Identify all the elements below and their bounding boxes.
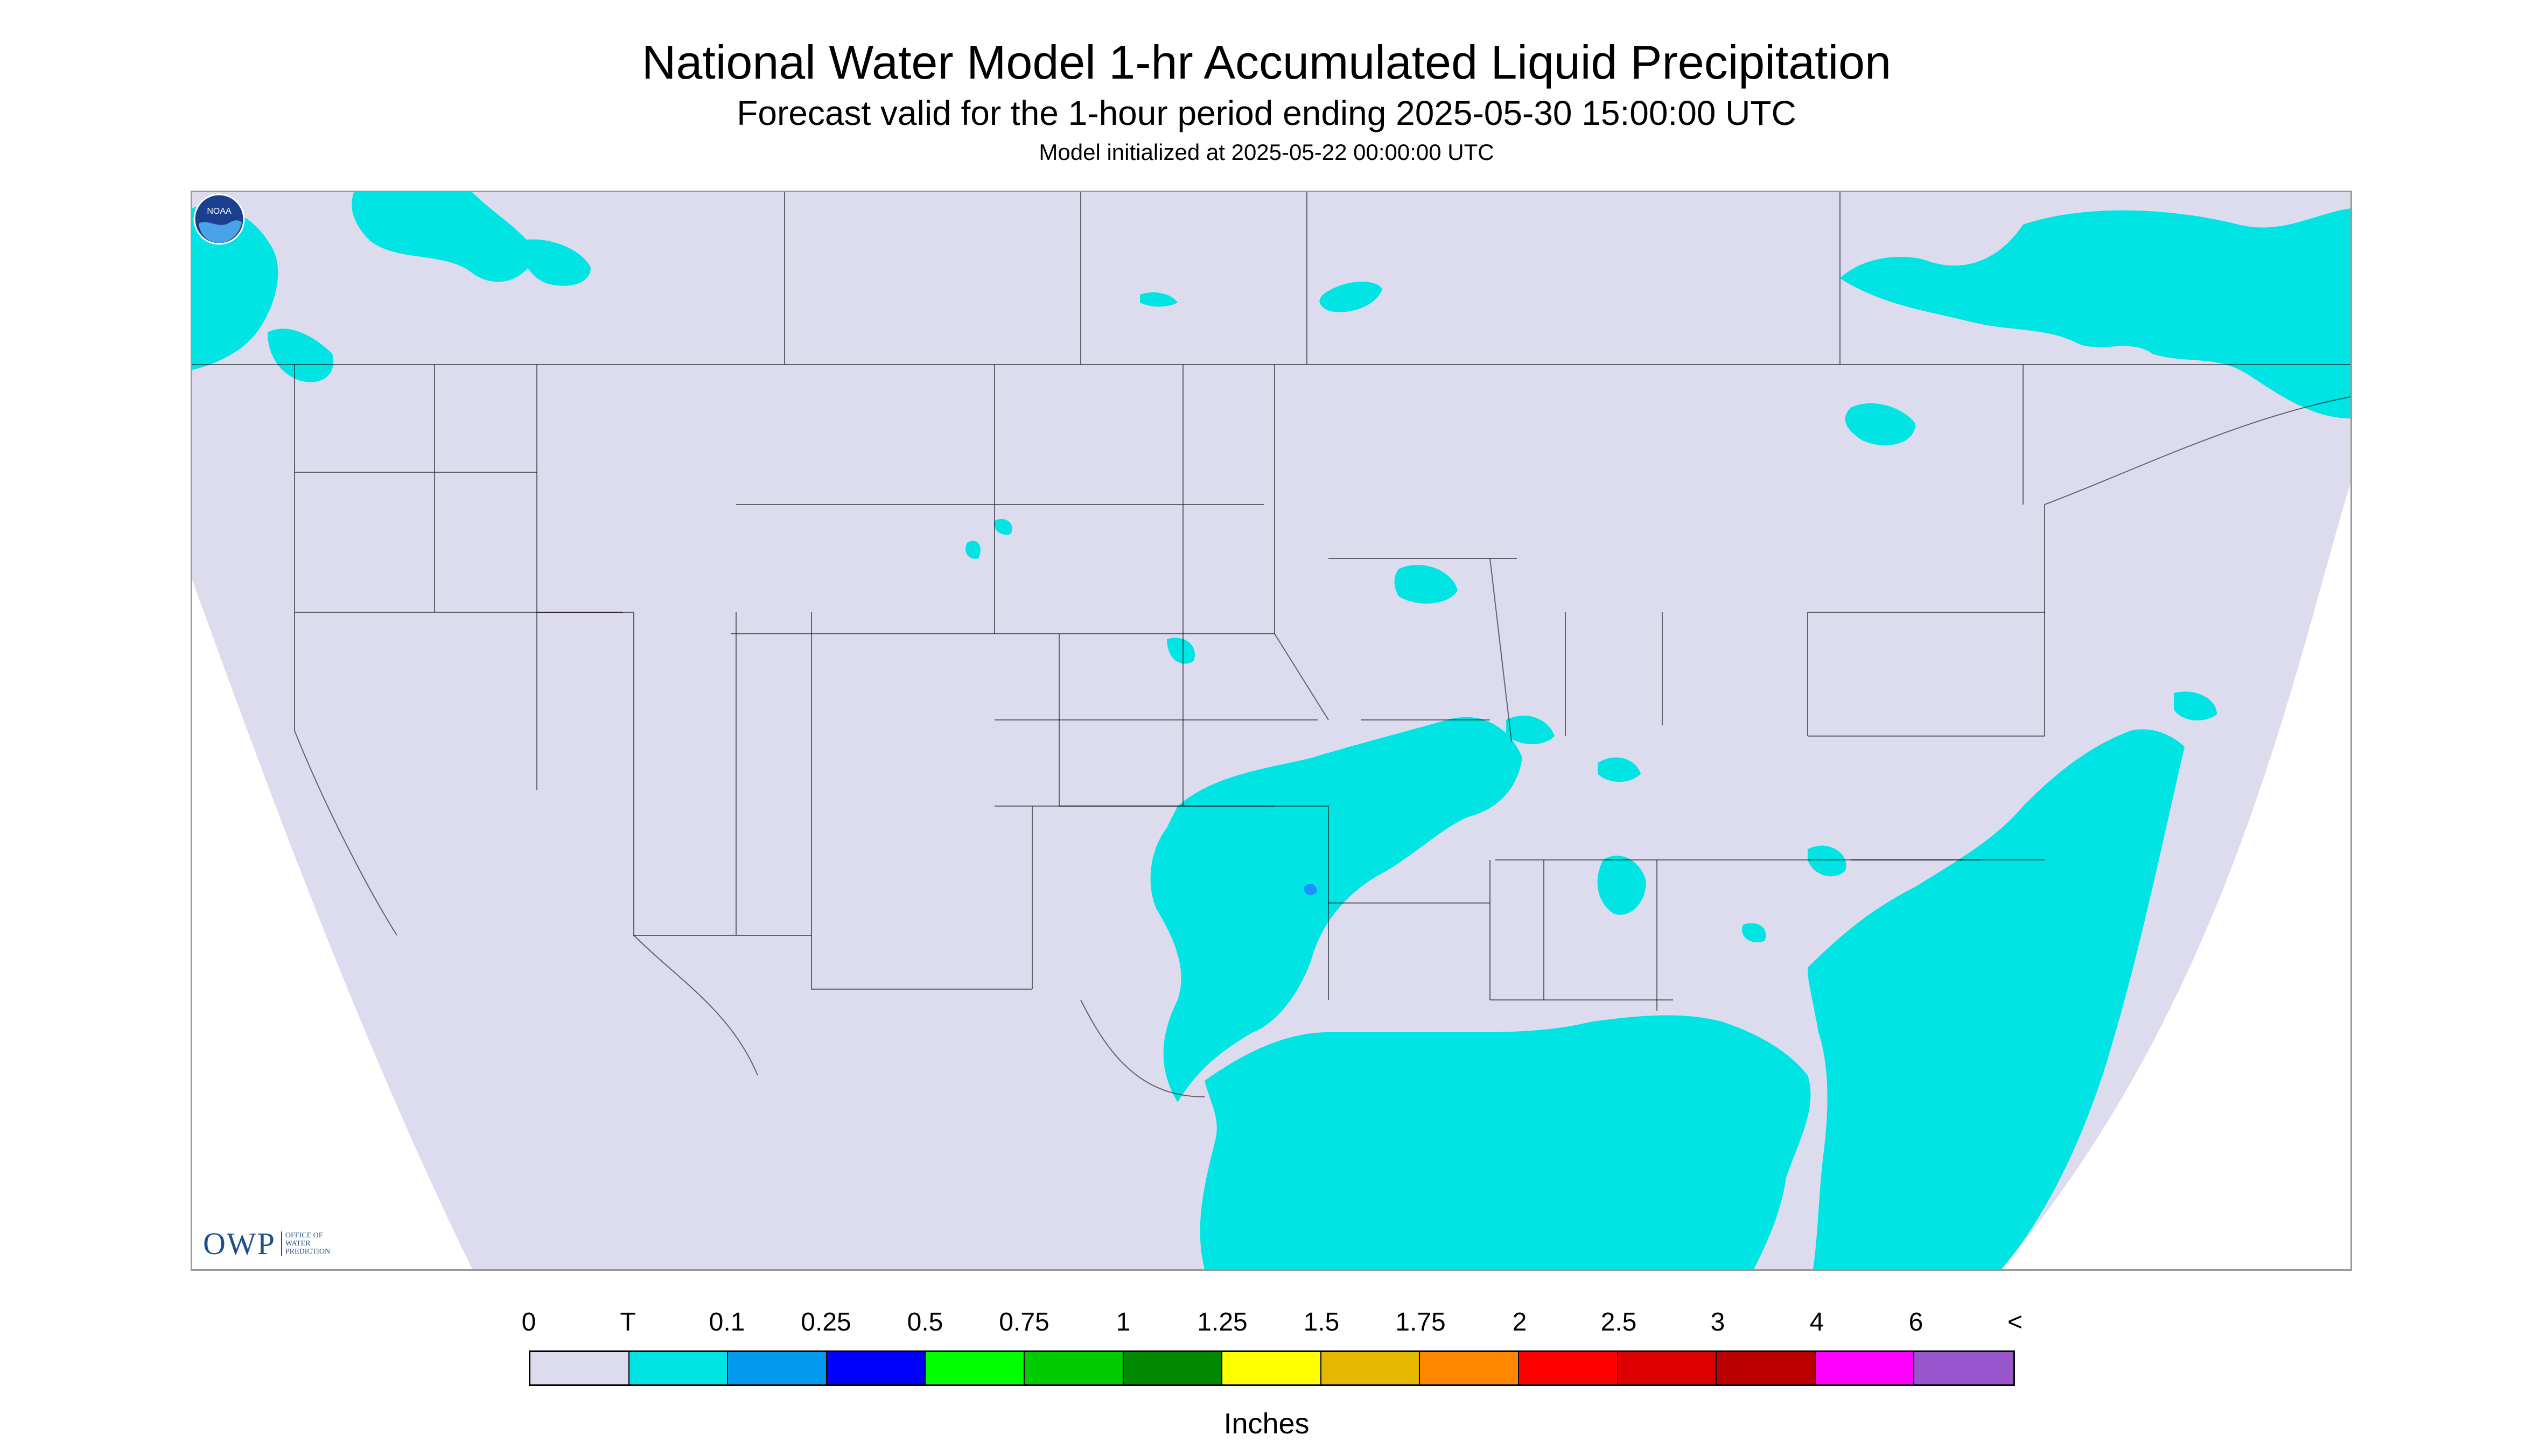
legend-units: Inches <box>1223 1408 1310 1440</box>
legend-tick-label: 0 <box>521 1308 536 1336</box>
precip-area-wyoming <box>965 541 981 559</box>
legend-swatch <box>1123 1352 1223 1384</box>
precip-area-atlantic-ne <box>2174 691 2217 720</box>
owp-logo: OWP OFFICE OF WATER PREDICTION <box>203 1226 350 1262</box>
legend-swatch <box>629 1352 729 1384</box>
legend-swatch <box>1222 1352 1321 1384</box>
precip-legend: 0 T 0.1 0.25 0.5 0.75 1 1.25 1.5 1.75 2 2.5 3 4 6 < <box>522 1307 2023 1415</box>
legend-swatch <box>1815 1352 1915 1384</box>
legend-swatch <box>827 1352 926 1384</box>
precip-area-carolinas <box>1808 845 1846 877</box>
precip-area-nebraska <box>1167 638 1195 664</box>
precip-area-manitoba <box>1319 282 1382 312</box>
legend-swatch <box>1914 1352 2013 1384</box>
legend-tick-label: 0.1 <box>709 1308 745 1336</box>
precipitation-areas <box>192 192 2350 1269</box>
precip-area-bc <box>352 192 537 282</box>
precip-area-kentucky <box>1598 757 1641 782</box>
legend-swatch <box>1717 1352 1816 1384</box>
map-title: National Water Model 1-hr Accumulated Li… <box>641 36 1892 89</box>
legend-swatch <box>1024 1352 1124 1384</box>
legend-tick-label: 1 <box>1116 1308 1131 1336</box>
precip-area-bc-coast <box>268 328 333 382</box>
legend-tick-label: 0.75 <box>999 1308 1049 1336</box>
legend-swatch <box>1618 1352 1717 1384</box>
precip-area-atlantic <box>1808 729 2185 1269</box>
legend-tick-label: 4 <box>1809 1308 1824 1336</box>
legend-tick-label: 1.5 <box>1303 1308 1340 1336</box>
legend-tick-label: 1.75 <box>1395 1308 1446 1336</box>
precipitation-map: OWP OFFICE OF WATER PREDICTION NOAA <box>191 191 2352 1271</box>
precip-area-wisconsin <box>1394 565 1458 604</box>
legend-swatch <box>530 1352 629 1384</box>
precip-area-atlantic-mid <box>2034 789 2082 814</box>
precip-area-ontario <box>1845 403 1915 445</box>
legend-tick-label: 2 <box>1512 1308 1527 1336</box>
precip-area-ontario2 <box>2104 266 2168 297</box>
forecast-valid-subtitle: Forecast valid for the 1-hour period end… <box>737 94 1796 132</box>
legend-swatch <box>926 1352 1025 1384</box>
owp-logo-subtext: OFFICE OF WATER PREDICTION <box>281 1231 350 1256</box>
precip-area-alabama <box>1597 856 1646 915</box>
precip-area-wyoming2 <box>994 519 1012 535</box>
legend-tick-label: T <box>620 1308 636 1336</box>
legend-tick-label: 3 <box>1710 1308 1725 1336</box>
legend-swatch <box>1519 1352 1618 1384</box>
precip-area-manitoba2 <box>1140 292 1178 307</box>
precip-area-gulf <box>1200 1015 1811 1269</box>
heavy-precip-spot <box>1304 884 1317 895</box>
map-canvas <box>192 192 2350 1269</box>
legend-tick-label: 6 <box>1908 1308 1923 1336</box>
legend-tick-label: 0.5 <box>907 1308 943 1336</box>
legend-colorbar <box>529 1350 2015 1386</box>
model-init-label: Model initialized at 2025-05-22 00:00:00… <box>1039 139 1494 165</box>
legend-tick-label: 1.25 <box>1197 1308 1248 1336</box>
legend-swatch <box>1321 1352 1421 1384</box>
precip-area-illinois <box>1506 715 1555 744</box>
legend-labels: 0 T 0.1 0.25 0.5 0.75 1 1.25 1.5 1.75 2 2.5 3 4 6 < <box>522 1307 2023 1340</box>
noaa-logo-text: NOAA <box>207 207 232 216</box>
precip-area-georgia <box>1742 923 1766 943</box>
precip-area-pnw <box>192 205 278 370</box>
legend-swatch <box>1420 1352 1519 1384</box>
precip-area-quebec <box>1840 208 2350 418</box>
owp-logo-text: OWP <box>203 1226 276 1261</box>
legend-swatch <box>728 1352 827 1384</box>
noaa-logo: NOAA <box>193 193 245 245</box>
model-domain <box>192 192 2350 1269</box>
legend-tick-label: 0.25 <box>801 1308 851 1336</box>
state-boundaries <box>192 192 2350 1097</box>
precip-area-south-central <box>1150 717 1522 1102</box>
precip-area-bc2 <box>521 239 591 286</box>
legend-tick-label: < <box>2007 1308 2023 1336</box>
legend-tick-label: 2.5 <box>1600 1308 1637 1336</box>
